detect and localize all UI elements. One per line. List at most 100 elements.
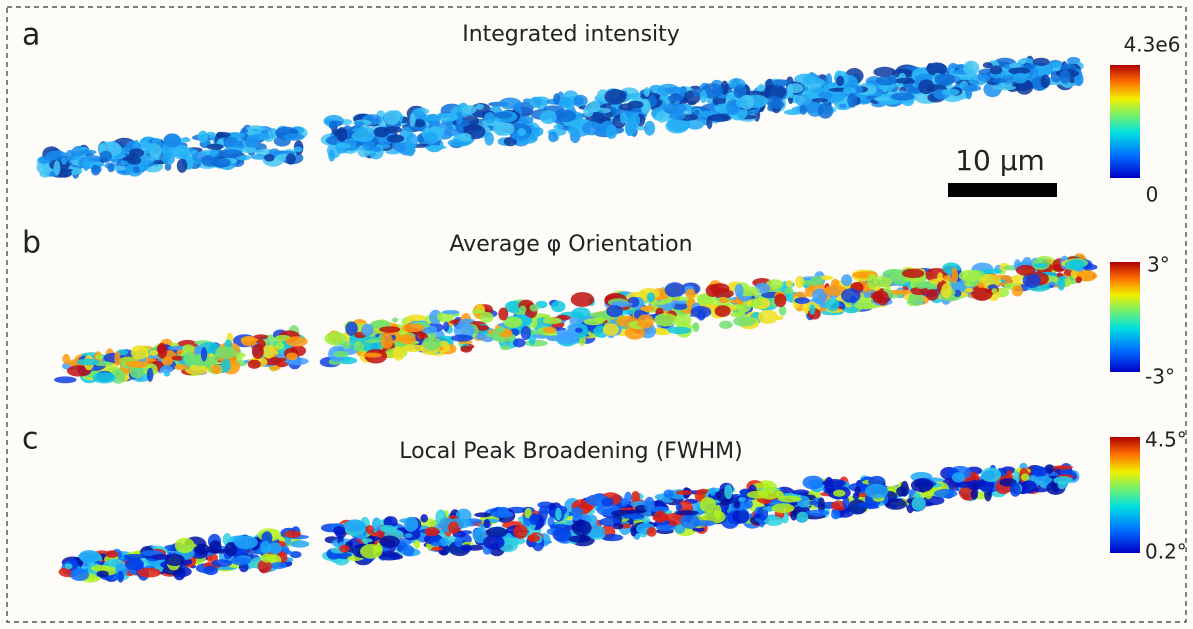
texture-blob — [937, 272, 943, 282]
texture-blob — [670, 296, 689, 300]
texture-blob — [334, 351, 349, 357]
texture-blob — [865, 484, 889, 499]
texture-blob — [209, 540, 221, 554]
texture-blob — [572, 307, 591, 319]
texture-blob — [248, 360, 261, 369]
texture-blob — [707, 116, 713, 129]
texture-blob — [528, 534, 540, 542]
texture-blob — [133, 166, 140, 173]
texture-blob — [513, 338, 526, 347]
texture-blob — [107, 164, 114, 173]
colorbar — [1110, 65, 1140, 178]
texture-blob — [644, 121, 655, 136]
texture-blob — [573, 95, 588, 107]
texture-blob — [1053, 476, 1073, 484]
texture-blob — [442, 310, 459, 314]
texture-blob — [519, 116, 534, 125]
texture-blob — [553, 528, 572, 542]
texture-blob — [198, 131, 209, 143]
texture-blob — [571, 507, 583, 518]
texture-blob — [290, 540, 309, 548]
texture-blob — [328, 150, 335, 162]
colorbar-min: 0 — [1146, 183, 1159, 207]
texture-blob — [665, 282, 685, 297]
texture-blob — [584, 318, 604, 325]
texture-blob — [164, 134, 181, 147]
texture-blob — [286, 153, 296, 164]
texture-blob — [392, 317, 398, 322]
texture-blob — [754, 514, 761, 519]
texture-blob — [460, 346, 472, 353]
texture-blob — [890, 290, 911, 295]
texture-blob — [602, 498, 614, 507]
texture-blob — [399, 334, 416, 344]
texture-blob — [794, 297, 810, 304]
texture-blob — [97, 571, 109, 578]
texture-blob — [841, 288, 861, 303]
texture-blob — [211, 365, 221, 374]
texture-blob — [261, 554, 275, 563]
texture-blob — [1012, 285, 1023, 296]
texture-blob — [736, 98, 748, 108]
texture-blob — [1041, 75, 1051, 88]
texture-blob — [165, 554, 185, 566]
texture-blob — [275, 342, 285, 350]
texture-blob — [262, 345, 275, 359]
texture-blob — [571, 292, 594, 307]
texture-blob — [393, 346, 404, 361]
texture-blob — [498, 308, 508, 321]
texture-blob — [491, 511, 514, 518]
texture-blob — [874, 97, 891, 101]
texture-blob — [715, 305, 731, 317]
texture-blob — [572, 520, 592, 536]
texture-blob — [680, 514, 699, 529]
colorbar-max: 3° — [1147, 253, 1170, 277]
texture-blob — [387, 134, 404, 142]
texture-blob — [806, 510, 829, 517]
texture-blob — [896, 487, 907, 497]
texture-blob — [764, 516, 783, 526]
texture-blob — [822, 479, 846, 487]
texture-blob — [637, 314, 654, 328]
texture-blob — [543, 317, 562, 324]
texture-blob — [424, 132, 438, 144]
texture-blob — [403, 546, 415, 557]
texture-blob — [471, 310, 485, 314]
texture-blob — [114, 351, 120, 366]
texture-blob — [420, 514, 428, 522]
texture-blob — [498, 326, 505, 333]
texture-blob — [977, 282, 984, 288]
texture-blob — [284, 133, 305, 140]
texture-blob — [462, 105, 477, 114]
texture-blob — [647, 527, 657, 537]
texture-blob — [800, 105, 808, 115]
texture-blob — [982, 470, 995, 480]
texture-blob — [286, 353, 298, 361]
texture-blob — [978, 74, 991, 81]
texture-blob — [628, 101, 644, 109]
texture-blob — [836, 76, 844, 86]
texture-blob — [215, 346, 237, 359]
texture-blob — [877, 291, 889, 305]
texture-blob — [352, 130, 375, 141]
texture-blob — [425, 145, 446, 150]
texture-blob — [797, 512, 809, 523]
texture-blob — [991, 78, 1007, 83]
texture-blob — [778, 496, 801, 503]
texture-blob — [131, 345, 149, 359]
texture-blob — [603, 323, 619, 336]
texture-blob — [700, 497, 717, 512]
figure: a Integrated intensity b Average φ Orien… — [0, 0, 1193, 629]
texture-blob — [518, 128, 526, 136]
texture-blob — [733, 316, 756, 326]
texture-blob — [72, 151, 86, 156]
texture-blob — [500, 345, 511, 350]
texture-blob — [839, 104, 847, 109]
texture-blob — [157, 343, 167, 359]
texture-blob — [117, 571, 123, 583]
texture-blob — [1021, 473, 1030, 481]
texture-blob — [404, 517, 419, 532]
texture-blob — [606, 305, 623, 317]
texture-blob — [784, 287, 793, 294]
texture-blob — [54, 160, 61, 175]
